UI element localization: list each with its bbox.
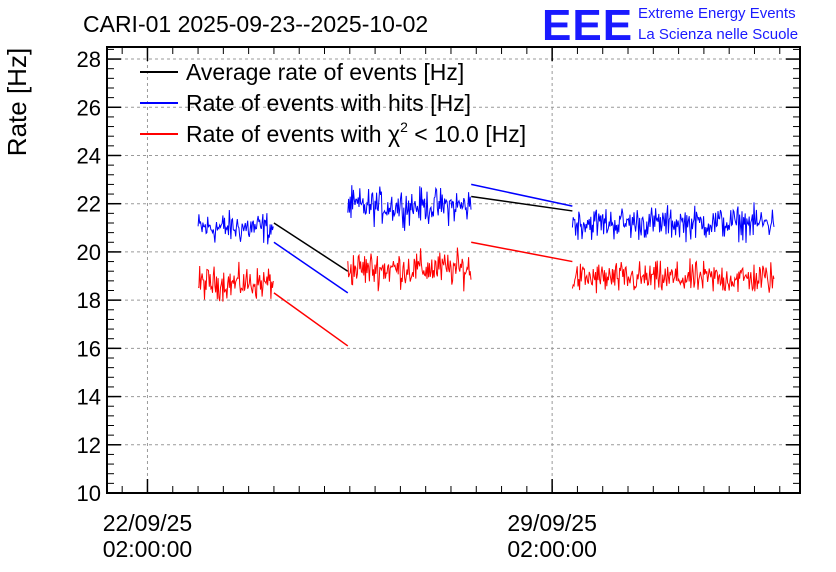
y-axis-label: Rate [Hz] [2,48,32,156]
gap-line-average [273,222,349,272]
series-hits-trace [347,185,472,231]
y-tick-label: 12 [77,433,101,458]
series-hits-trace [197,209,274,245]
y-tick-label: 24 [77,143,101,168]
chi-exponent: 2 [400,119,408,135]
y-tick-label: 26 [77,95,101,120]
y-tick-label: 22 [77,192,101,217]
logo-line-1: Extreme Energy Events [638,5,796,22]
chi-symbol: χ [388,121,400,147]
y-tick-label: 14 [77,385,101,410]
y-tick-label: 28 [77,47,101,72]
y-tick-label: 16 [77,336,101,361]
x-tick-time-label: 02:00:00 [507,536,597,562]
series-chi2-trace [347,247,472,292]
series-hits-trace [571,202,775,243]
chart-title: CARI-01 2025-09-23--2025-10-02 [83,11,428,37]
legend-chi2-prefix: Rate of events with [186,121,388,147]
gap-line-chi2 [471,241,573,263]
legend-label-hits: Rate of events with hits [Hz] [186,90,471,116]
plot-frame [106,46,801,494]
grid [107,47,800,494]
y-tick-label: 20 [77,240,101,265]
logo-mark: EEE [542,1,633,50]
x-tick-date-label: 29/09/25 [507,510,597,536]
gap-line-chi2 [273,292,349,347]
x-tick-date-label: 22/09/25 [103,510,193,536]
series-chi2-trace [197,261,274,302]
y-tick-label: 10 [77,481,101,506]
y-tick-label: 18 [77,288,101,313]
gap-line-hits [273,241,349,294]
legend-label-average: Average rate of events [Hz] [186,59,464,85]
eee-logo: EEE Extreme Energy Events La Scienza nel… [542,1,798,50]
legend: Average rate of events [Hz] Rate of even… [140,59,526,147]
gap-line-average [471,195,573,212]
axes: 1012141618202224262822/09/2502:00:0029/0… [77,46,801,562]
series-chi2-trace [571,258,775,294]
plot-data [197,183,775,347]
x-tick-time-label: 02:00:00 [103,536,193,562]
logo-line-2: La Scienza nelle Scuole [638,26,798,43]
legend-chi2-suffix: < 10.0 [Hz] [408,121,526,147]
gap-line-hits [471,183,573,207]
legend-label-chi2: Rate of events with χ2 < 10.0 [Hz] [186,119,526,147]
